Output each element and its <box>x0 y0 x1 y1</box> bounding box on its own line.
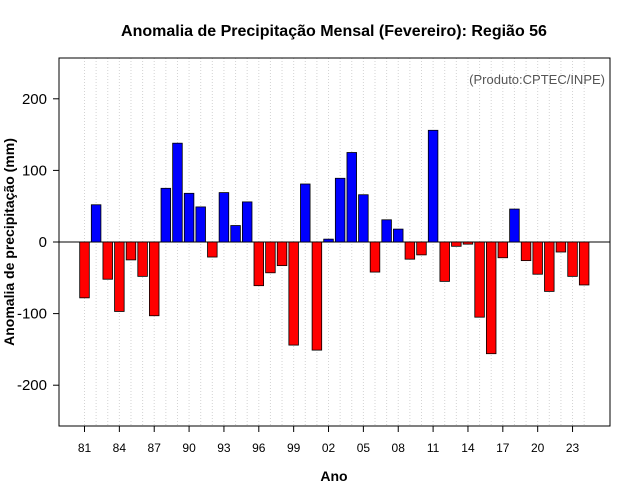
x-tick-label-87: 87 <box>148 441 162 455</box>
bar-2000 <box>300 183 311 243</box>
bar-2006 <box>369 241 381 273</box>
bar-1999 <box>288 241 299 346</box>
bar-2014 <box>462 241 474 245</box>
x-tick-label-11: 11 <box>427 441 440 455</box>
bar-1990 <box>183 192 195 243</box>
bar-1994 <box>230 225 241 243</box>
y-tick-label--200: -200 <box>17 377 47 394</box>
bar-2018 <box>509 208 520 243</box>
bar-1987 <box>149 241 160 317</box>
bar-1992 <box>207 241 218 258</box>
bar-2021 <box>544 241 555 292</box>
bar-2017 <box>497 241 509 259</box>
y-tick-label-0: 0 <box>39 234 47 251</box>
bar-1982 <box>90 204 102 243</box>
bar-2007 <box>381 219 392 243</box>
bar-2002 <box>323 238 334 243</box>
x-tick-label-14: 14 <box>461 441 475 455</box>
bar-1993 <box>218 192 230 243</box>
x-tick-label-99: 99 <box>287 441 301 455</box>
bar-1985 <box>125 241 137 261</box>
bar-1981 <box>79 241 90 299</box>
x-tick-label-81: 81 <box>78 441 92 455</box>
bar-2024 <box>578 241 590 286</box>
bar-1991 <box>195 206 206 243</box>
bar-1998 <box>276 241 288 267</box>
bar-1989 <box>172 142 183 243</box>
x-tick-label-96: 96 <box>252 441 266 455</box>
y-tick-label--100: -100 <box>17 306 47 323</box>
y-axis: -200 -100 0 100 200 <box>17 91 59 394</box>
bar-1997 <box>265 241 276 274</box>
bar-2022 <box>555 241 567 253</box>
x-axis-label: Ano <box>320 468 347 484</box>
x-tick-label-23: 23 <box>566 441 580 455</box>
bar-series <box>79 129 590 355</box>
bar-2010 <box>416 241 427 256</box>
bar-2008 <box>393 228 404 243</box>
bar-2019 <box>520 241 532 262</box>
y-tick-label-200: 200 <box>22 91 47 108</box>
bar-2020 <box>532 241 543 275</box>
bar-2004 <box>346 152 357 243</box>
bar-1988 <box>160 187 172 243</box>
bar-1986 <box>137 241 148 277</box>
x-tick-label-02: 02 <box>322 441 336 455</box>
bar-1983 <box>102 241 113 280</box>
x-tick-label-08: 08 <box>392 441 406 455</box>
x-tick-label-84: 84 <box>113 441 127 455</box>
x-tick-label-90: 90 <box>182 441 196 455</box>
bar-2015 <box>474 241 485 318</box>
y-tick-label-100: 100 <box>22 162 47 179</box>
bar-2001 <box>311 241 323 351</box>
bar-2009 <box>404 241 416 260</box>
bar-1984 <box>114 241 125 312</box>
bar-2013 <box>451 241 462 247</box>
credit-label: (Produto:CPTEC/INPE) <box>469 72 605 87</box>
x-axis: 81 84 87 90 93 96 99 02 05 08 11 14 17 20 23 <box>78 426 580 455</box>
x-tick-label-93: 93 <box>217 441 231 455</box>
x-tick-label-20: 20 <box>531 441 545 455</box>
chart-title: Anomalia de Precipitação Mensal (Feverei… <box>121 23 547 40</box>
bar-2012 <box>439 241 450 282</box>
bar-2005 <box>358 194 369 243</box>
bar-2011 <box>427 129 439 243</box>
bar-1996 <box>253 241 265 287</box>
bar-2003 <box>334 177 346 243</box>
x-tick-label-05: 05 <box>357 441 371 455</box>
x-tick-label-17: 17 <box>496 441 510 455</box>
bar-1995 <box>241 201 253 243</box>
bar-2016 <box>485 241 497 355</box>
bar-2023 <box>567 241 578 277</box>
y-axis-label: Anomalia de precipitação (mm) <box>1 138 17 346</box>
